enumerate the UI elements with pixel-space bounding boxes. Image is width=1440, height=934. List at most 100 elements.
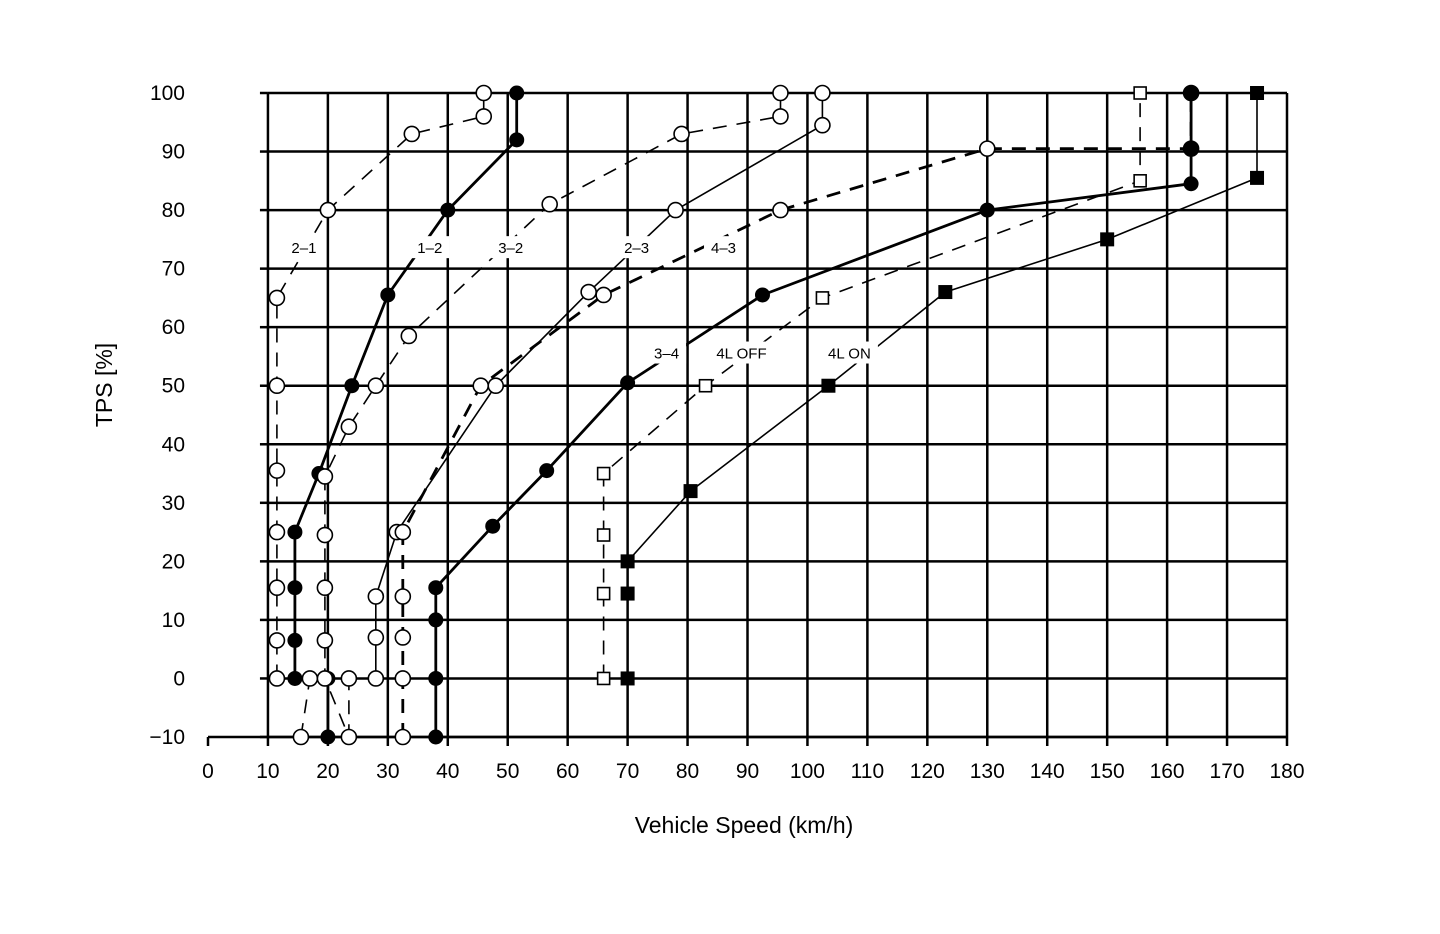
- data-point-3-2-7: [316, 526, 334, 544]
- data-point-2-1-1: [268, 632, 286, 649]
- y-tick-label-0: −10: [149, 726, 185, 749]
- x-tick-label-16: 160: [1150, 760, 1185, 783]
- data-point-2-3-1: [367, 629, 385, 646]
- series-label-bg-2-3: [617, 236, 657, 259]
- y-tick-label-3: 20: [162, 550, 185, 573]
- data-point-4l-on-7: [1250, 170, 1265, 185]
- data-point-3-4-0: [428, 729, 444, 745]
- series-line-4-3: [401, 93, 1193, 737]
- series-line-3-4: [434, 93, 1193, 737]
- y-tick-label-11: 100: [150, 82, 185, 105]
- series-label-bg-4-3: [704, 236, 744, 259]
- data-point-3-2-4: [316, 670, 334, 687]
- data-point-3-2-3: [340, 728, 358, 746]
- data-point-4l-on-1: [620, 586, 635, 601]
- data-point-1-2-7: [344, 378, 360, 394]
- x-tick-label-11: 110: [851, 760, 884, 783]
- data-point-3-2-0: [292, 728, 310, 746]
- data-point-3-2-10: [367, 377, 385, 395]
- data-point-3-4-6: [620, 375, 636, 391]
- series-line-4l-off: [602, 93, 1141, 679]
- x-tick-label-2: 20: [316, 760, 339, 783]
- series-label-bg-3-2: [491, 236, 531, 259]
- y-tick-label-6: 50: [162, 375, 185, 398]
- x-tick-label-3: 30: [376, 760, 399, 783]
- data-point-2-3-8: [814, 84, 831, 102]
- x-tick-label-12: 120: [910, 760, 945, 783]
- data-point-2-1-8: [403, 125, 421, 143]
- label-layer: 2–1 1–2 3–2 2–3 4–3 3–4 4L OFF 4L ON: [284, 236, 878, 364]
- x-tick-label-4: 40: [436, 760, 459, 783]
- data-point-4l-off-4: [698, 378, 713, 393]
- data-point-3-4-8: [979, 202, 995, 218]
- data-point-1-2-8: [380, 287, 396, 303]
- tick-layer: −10 0 10 20 30 40 50 60 70 80 90 100 0 10 20 30 40 50 60 70…: [149, 82, 1304, 783]
- data-point-4l-off-1: [596, 586, 611, 601]
- data-point-4-3-1: [394, 670, 412, 687]
- series-label-bg-4l-off: [708, 341, 775, 364]
- data-point-4-3-0: [394, 728, 412, 746]
- series-label-2-3: 2–3: [624, 240, 649, 257]
- x-tick-label-9: 90: [736, 760, 759, 783]
- data-point-4-3-7: [772, 201, 789, 219]
- data-point-1-2-10: [509, 132, 525, 148]
- data-point-4l-on-6: [1100, 232, 1115, 247]
- data-point-4l-off-3: [596, 466, 611, 481]
- data-point-1-2-5: [287, 524, 303, 540]
- data-point-4l-on-2: [620, 554, 635, 569]
- x-tick-label-13: 130: [970, 760, 1005, 783]
- series-label-bg-3-4: [647, 341, 687, 364]
- x-tick-label-14: 140: [1030, 760, 1065, 783]
- x-tick-label-18: 180: [1269, 760, 1304, 783]
- marker-layer: [268, 84, 1265, 746]
- data-point-2-3-5: [580, 283, 597, 301]
- data-point-1-2-0: [320, 729, 336, 745]
- data-point-4l-on-8: [1250, 86, 1265, 100]
- data-point-4l-on-4: [821, 378, 836, 393]
- data-point-2-3-6: [667, 201, 684, 219]
- data-point-1-2-3: [287, 632, 303, 648]
- data-point-1-2-9: [440, 202, 456, 218]
- data-point-2-3-0: [367, 670, 385, 687]
- data-point-3-4-9: [1183, 176, 1199, 192]
- data-point-4-3-5: [472, 377, 490, 395]
- data-point-3-4-4: [485, 518, 501, 534]
- data-point-3-4-2: [428, 612, 444, 628]
- series-label-4l-off: 4L OFF: [716, 346, 766, 363]
- data-point-2-3-7: [814, 116, 831, 134]
- data-point-2-1-2: [268, 579, 286, 597]
- data-point-3-2-12: [541, 195, 558, 213]
- data-point-4l-off-0: [596, 671, 611, 686]
- data-point-4l-on-0: [620, 671, 635, 686]
- series-label-1-2: 1–2: [417, 240, 442, 257]
- data-point-2-1-10: [475, 84, 493, 102]
- data-point-2-1-6: [268, 289, 286, 307]
- series-label-3-4: 3–4: [654, 346, 679, 363]
- series-label-bg-2-1: [284, 236, 324, 259]
- x-tick-label-8: 80: [676, 760, 699, 783]
- series-line-3-2: [300, 93, 782, 738]
- data-point-1-2-11: [509, 85, 525, 101]
- data-point-3-2-9: [340, 418, 358, 436]
- series-label-bg-1-2: [410, 236, 450, 259]
- data-point-3-2-15: [772, 84, 789, 102]
- x-tick-label-0: 0: [202, 760, 214, 783]
- y-tick-label-8: 70: [162, 258, 185, 281]
- x-axis-title: Vehicle Speed (km/h): [635, 812, 854, 838]
- data-point-3-2-11: [400, 327, 418, 345]
- x-tick-label-7: 70: [616, 760, 639, 783]
- data-point-2-1-3: [268, 523, 286, 541]
- x-tick-label-15: 150: [1090, 760, 1125, 783]
- series-label-3-2: 3–2: [498, 240, 523, 257]
- series-label-4l-on: 4L ON: [828, 346, 871, 363]
- y-tick-label-1: 0: [173, 667, 185, 690]
- data-point-1-2-2: [287, 670, 303, 686]
- data-point-2-1-7: [319, 201, 337, 219]
- data-point-3-4-7: [754, 287, 770, 303]
- data-point-4l-on-3: [683, 484, 698, 499]
- x-tick-label-10: 100: [790, 760, 825, 783]
- y-axis-title: TPS [%]: [91, 343, 117, 427]
- data-point-4l-off-6: [1133, 174, 1147, 188]
- y-tick-label-7: 60: [162, 316, 185, 339]
